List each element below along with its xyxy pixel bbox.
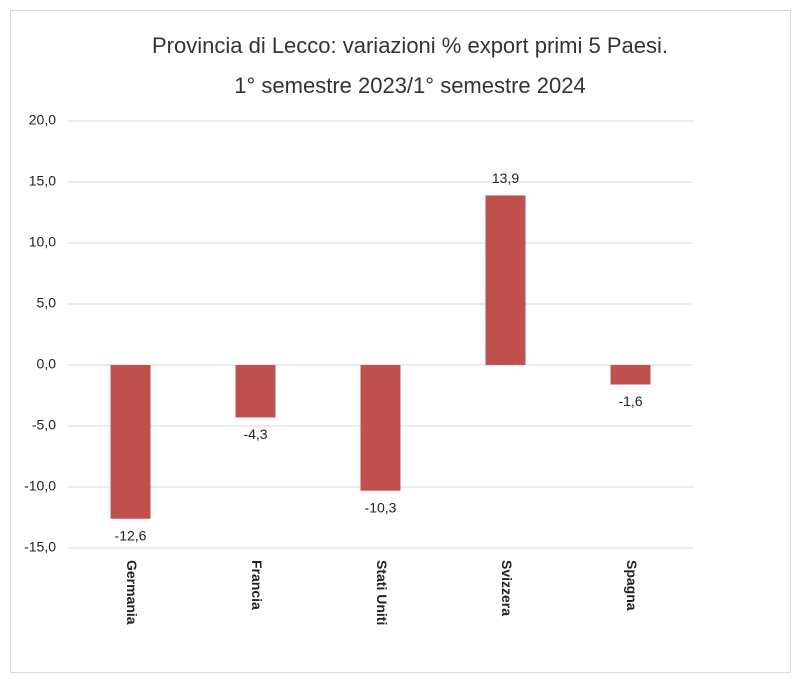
bar <box>485 195 526 365</box>
y-tick-label: 20,0 <box>29 112 56 128</box>
x-tick-label: Spagna <box>624 560 640 611</box>
y-tick-label: 10,0 <box>29 234 56 250</box>
y-tick-label: -5,0 <box>32 417 56 433</box>
x-tick-label: Svizzera <box>499 560 515 616</box>
x-tick-label: Francia <box>249 560 265 610</box>
y-tick-label: 0,0 <box>37 356 57 372</box>
chart-subtitle: 1° semestre 2023/1° semestre 2024 <box>234 73 585 98</box>
data-label: -1,6 <box>618 393 642 409</box>
y-tick-label: -15,0 <box>24 539 56 555</box>
data-label: 13,9 <box>492 170 519 186</box>
data-label: -12,6 <box>115 527 147 543</box>
data-label: -4,3 <box>243 426 267 442</box>
y-tick-label: -10,0 <box>24 478 56 494</box>
x-tick-label: Germania <box>124 560 140 625</box>
y-tick-label: 5,0 <box>37 295 57 311</box>
data-label: -10,3 <box>365 499 397 515</box>
bar <box>360 365 401 491</box>
bar <box>110 365 151 519</box>
bar <box>610 365 651 385</box>
chart-title: Provincia di Lecco: variazioni % export … <box>152 33 668 58</box>
bar <box>235 365 276 418</box>
x-tick-label: Stati Uniti <box>374 560 390 625</box>
y-tick-label: 15,0 <box>29 173 56 189</box>
